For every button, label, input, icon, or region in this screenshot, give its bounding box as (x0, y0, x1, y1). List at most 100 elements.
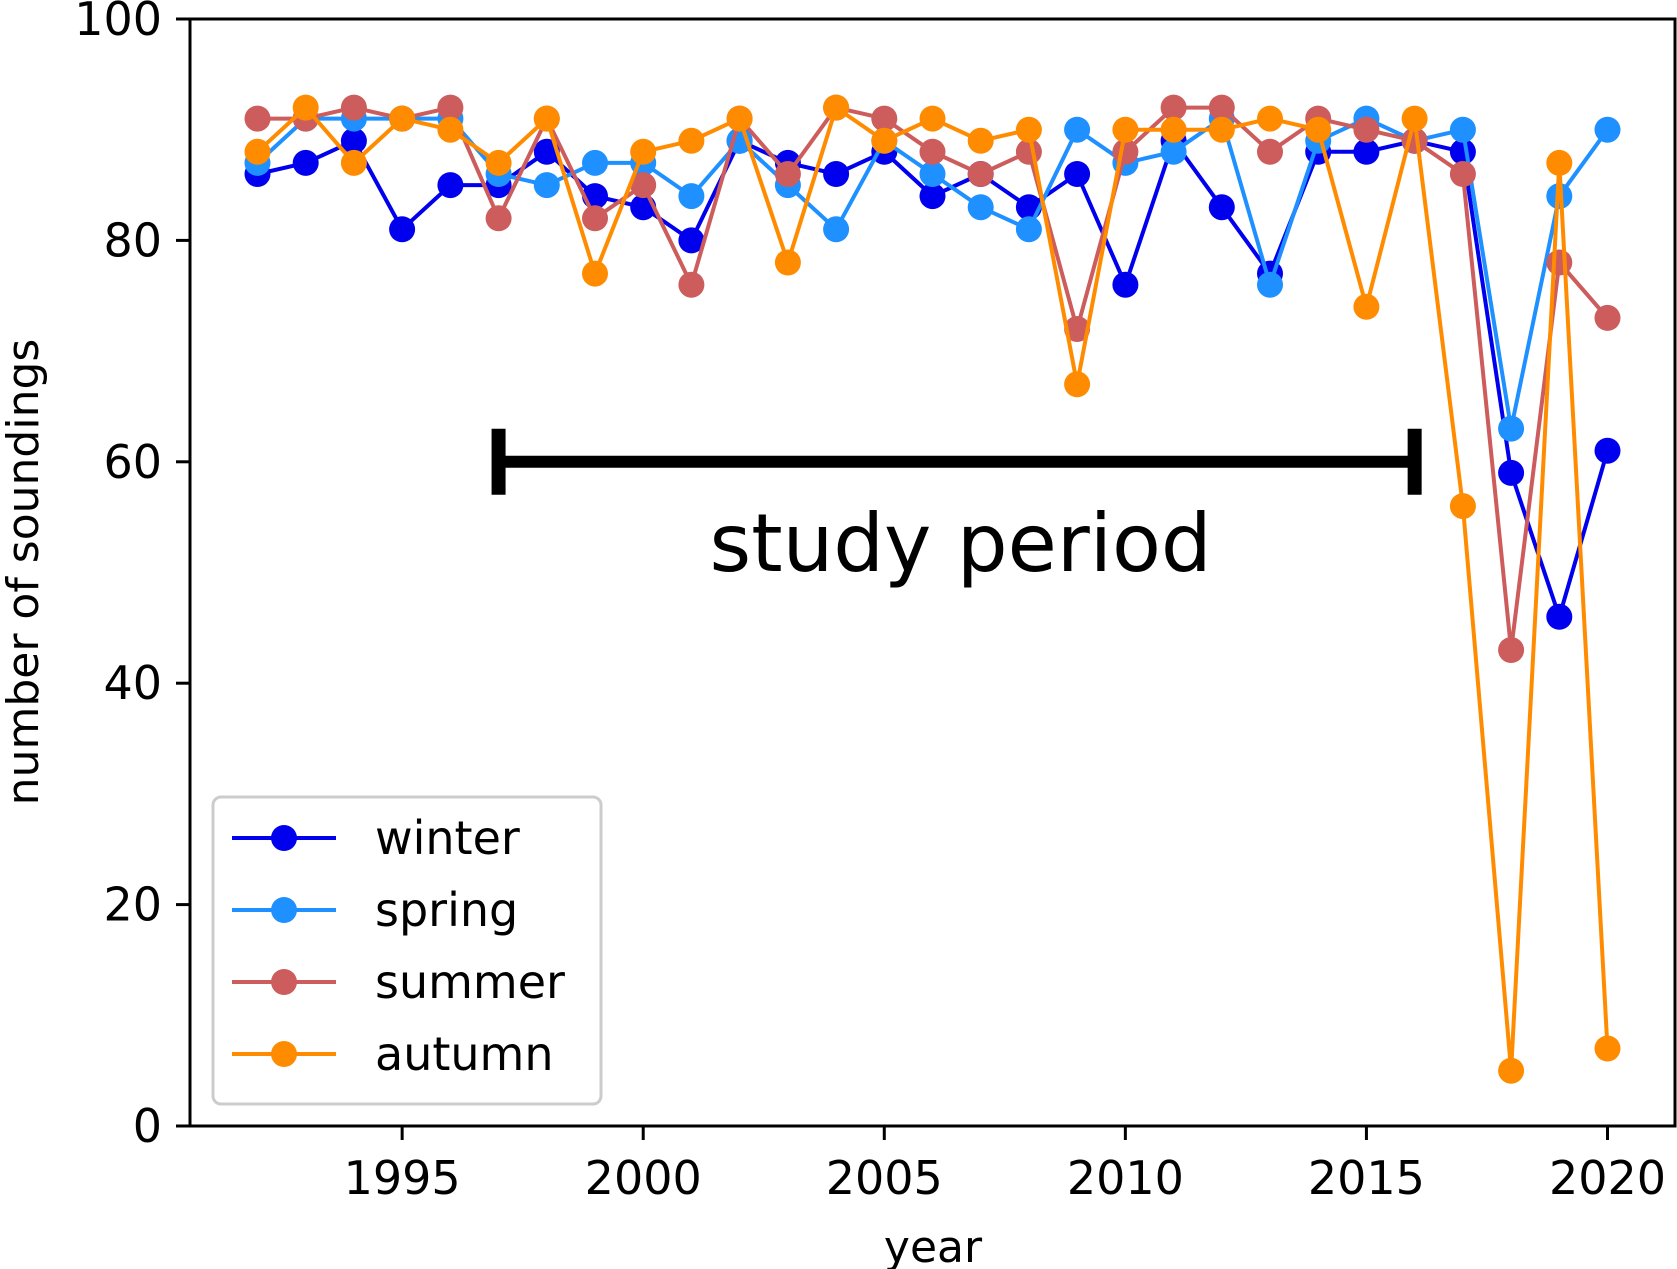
point-autumn-1994 (340, 149, 367, 176)
point-winter-2018 (1498, 459, 1525, 486)
point-summer-2013 (1257, 138, 1283, 165)
series-autumn (244, 94, 1621, 1084)
legend-label-spring: spring (375, 883, 518, 937)
point-winter-1996 (437, 172, 464, 199)
legend-label-winter: winter (375, 811, 520, 865)
point-summer-2005 (871, 105, 898, 132)
series-layer (244, 94, 1621, 1084)
legend: winter spring summer autumn (211, 795, 603, 1106)
x-tick-label-1995: 1995 (344, 1151, 461, 1205)
point-summer-2009 (1064, 316, 1091, 342)
point-winter-2001 (678, 227, 705, 254)
annotation-layer: study period (491, 428, 1422, 590)
point-autumn-2005 (871, 127, 898, 154)
point-autumn-2018 (1498, 1057, 1525, 1084)
point-winter-2010 (1112, 271, 1139, 298)
legend-item-summer: summer (232, 955, 565, 1009)
y-tick-label-20: 20 (103, 878, 162, 932)
point-autumn-2003 (774, 249, 801, 276)
point-autumn-2016 (1401, 105, 1428, 132)
point-winter-2015 (1353, 138, 1380, 165)
point-spring-2020 (1594, 116, 1621, 143)
point-autumn-1997 (485, 149, 512, 176)
study-period-label: study period (710, 497, 1212, 590)
x-tick-label-2005: 2005 (826, 1151, 943, 1205)
point-autumn-1996 (437, 116, 464, 143)
point-spring-2008 (1015, 216, 1042, 243)
legend-item-autumn: autumn (232, 1027, 554, 1081)
point-winter-2012 (1208, 194, 1235, 221)
point-winter-1993 (292, 149, 319, 176)
point-autumn-1992 (244, 138, 271, 165)
point-autumn-2017 (1449, 493, 1476, 520)
legend-box (211, 795, 603, 1106)
x-tick-label-2000: 2000 (585, 1151, 702, 1205)
point-summer-1999 (582, 205, 608, 232)
point-autumn-1993 (292, 94, 319, 121)
point-summer-2007 (967, 161, 994, 187)
x-axis-label: year (884, 1222, 983, 1269)
x-tick-label-2020: 2020 (1549, 1151, 1666, 1205)
point-autumn-2015 (1353, 293, 1380, 320)
legend-item-winter: winter (232, 811, 520, 865)
point-summer-2003 (774, 161, 801, 187)
point-autumn-2019 (1546, 149, 1573, 176)
study-period-annotation: study period (491, 428, 1422, 590)
point-winter-1995 (389, 216, 416, 243)
legend-item-spring: spring (232, 883, 518, 937)
legend-swatch-marker (271, 1041, 297, 1067)
point-autumn-2006 (919, 105, 946, 132)
point-spring-2017 (1449, 116, 1476, 143)
y-tick-label-40: 40 (103, 656, 162, 710)
point-summer-1996 (437, 94, 464, 121)
x-axis: 1995 2000 2005 2010 2015 2020 (344, 1126, 1666, 1205)
x-tick-label-2015: 2015 (1308, 1151, 1425, 1205)
point-winter-2009 (1064, 161, 1091, 187)
point-summer-2015 (1353, 116, 1380, 143)
legend-label-summer: summer (375, 955, 565, 1009)
point-winter-2019 (1546, 603, 1573, 630)
y-axis: 0 20 40 60 80 100 (74, 0, 190, 1153)
legend-label-autumn: autumn (375, 1027, 554, 1081)
point-summer-2011 (1160, 94, 1187, 121)
point-spring-1999 (582, 149, 608, 176)
y-tick-label-60: 60 (103, 435, 162, 489)
point-autumn-1999 (582, 260, 608, 287)
point-autumn-2007 (967, 127, 994, 154)
legend-swatch-marker (271, 825, 297, 851)
point-spring-2018 (1498, 415, 1525, 442)
point-autumn-2008 (1015, 116, 1042, 143)
point-autumn-2000 (630, 138, 657, 165)
point-autumn-2010 (1112, 116, 1139, 143)
point-summer-2006 (919, 138, 946, 165)
legend-swatch-marker (271, 897, 297, 923)
point-summer-2018 (1498, 637, 1525, 663)
point-autumn-1998 (533, 105, 560, 132)
point-spring-2009 (1064, 116, 1091, 143)
point-autumn-2001 (678, 127, 705, 154)
point-summer-2019 (1546, 249, 1573, 276)
point-winter-2020 (1594, 437, 1621, 464)
point-spring-2001 (678, 183, 705, 210)
point-autumn-2012 (1208, 116, 1235, 143)
point-spring-2007 (967, 194, 994, 221)
point-autumn-2020 (1594, 1035, 1621, 1062)
point-spring-2006 (919, 161, 946, 187)
y-tick-label-80: 80 (103, 213, 162, 267)
point-spring-1998 (533, 172, 560, 199)
point-autumn-2002 (726, 105, 753, 132)
point-summer-2020 (1594, 304, 1621, 331)
plot-frame (188, 17, 1677, 1128)
y-axis-label: number of soundings (0, 339, 49, 806)
point-summer-2012 (1208, 94, 1235, 121)
point-winter-2004 (823, 161, 850, 187)
point-autumn-2009 (1064, 371, 1091, 398)
point-spring-2004 (823, 216, 850, 243)
point-winter-2006 (919, 183, 946, 210)
point-summer-2017 (1449, 161, 1476, 187)
point-autumn-2011 (1160, 116, 1187, 143)
point-summer-1992 (244, 105, 271, 132)
y-tick-label-100: 100 (74, 0, 162, 46)
y-tick-label-0: 0 (133, 1099, 162, 1153)
